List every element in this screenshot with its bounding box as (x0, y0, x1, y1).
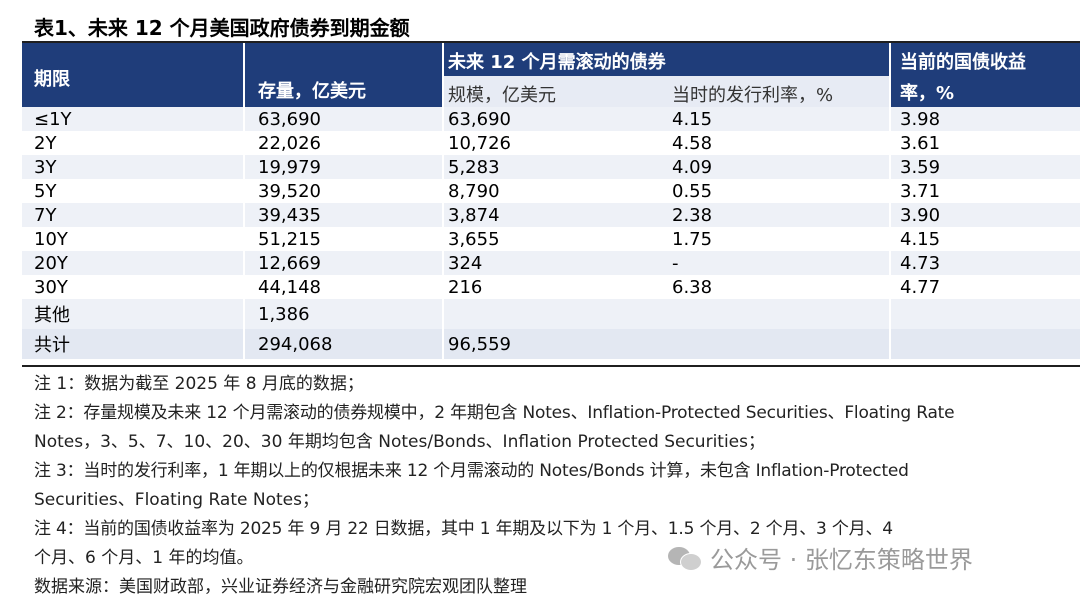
cell-stock: 22,026 (258, 132, 321, 154)
table-row: 10Y 51,215 3,655 1.75 4.15 (22, 227, 1080, 251)
cell-scale: 5,283 (448, 156, 500, 178)
watermark-text: 公众号 · 张忆东策略世界 (710, 546, 973, 574)
table-row: 20Y 12,669 324 - 4.73 (22, 251, 1080, 275)
cell-period: 5Y (34, 180, 57, 202)
cell-rate: 4.15 (672, 108, 713, 130)
table-bottom-rule (22, 365, 1080, 367)
cell-scale: 96,559 (448, 333, 511, 355)
cell-yield: 4.15 (900, 228, 941, 250)
cell-stock: 1,386 (258, 303, 310, 325)
cell-rate: 0.55 (672, 180, 713, 202)
cell-scale: 63,690 (448, 108, 511, 130)
note-1: 注 1：数据为截至 2025 年 8 月底的数据； (34, 374, 364, 394)
cell-period: 3Y (34, 156, 57, 178)
cell-period: 共计 (34, 335, 70, 356)
cell-stock: 294,068 (258, 333, 333, 355)
wechat-icon (668, 545, 702, 571)
header-scale: 规模，亿美元 (448, 85, 556, 106)
cell-rate: 1.75 (672, 228, 713, 250)
cell-rate: 6.38 (672, 276, 713, 298)
cell-rate: 2.38 (672, 204, 713, 226)
table-row-total: 共计 294,068 96,559 (22, 329, 1080, 359)
maturity-table: 期限 存量，亿美元 未来 12 个月需滚动的债券 规模，亿美元 当时的发行利率，… (22, 43, 1080, 359)
table-row: 其他 1,386 (22, 299, 1080, 329)
note-2-line2: Notes，3、5、7、10、20、30 年期均包含 Notes/Bonds、I… (34, 432, 765, 452)
table-row: 30Y 44,148 216 6.38 4.77 (22, 275, 1080, 299)
cell-rate: - (672, 252, 679, 274)
table-title: 表1、未来 12 个月美国政府债券到期金额 (34, 16, 410, 40)
sub-header-band (444, 76, 889, 107)
table-row: 5Y 39,520 8,790 0.55 3.71 (22, 179, 1080, 203)
note-3-line1: 注 3：当时的发行利率，1 年期以上的仅根据未来 12 个月需滚动的 Notes… (34, 461, 909, 481)
cell-scale: 3,655 (448, 228, 500, 250)
cell-period: 7Y (34, 204, 57, 226)
note-4-line2: 个月、6 个月、1 年的均值。 (34, 548, 254, 568)
cell-scale: 216 (448, 276, 483, 298)
table-row: 2Y 22,026 10,726 4.58 3.61 (22, 131, 1080, 155)
table-header: 期限 存量，亿美元 未来 12 个月需滚动的债券 规模，亿美元 当时的发行利率，… (22, 43, 1080, 107)
cell-period: ≤1Y (34, 108, 72, 130)
cell-period: 其他 (34, 305, 70, 326)
cell-yield: 3.71 (900, 180, 941, 202)
cell-yield: 3.98 (900, 108, 941, 130)
cell-scale: 3,874 (448, 204, 500, 226)
data-source: 数据来源：美国财政部，兴业证券经济与金融研究院宏观团队整理 (34, 577, 527, 597)
note-3-line2: Securities、Floating Rate Notes； (34, 490, 319, 510)
cell-stock: 63,690 (258, 108, 321, 130)
title-rule (22, 41, 1080, 43)
cell-period: 20Y (34, 252, 68, 274)
watermark: 公众号 · 张忆东策略世界 (668, 540, 973, 575)
table-body: ≤1Y 63,690 63,690 4.15 3.98 2Y 22,026 10… (22, 107, 1080, 359)
cell-rate: 4.09 (672, 156, 713, 178)
table-notes: 注 1：数据为截至 2025 年 8 月底的数据； 注 2：存量规模及未来 12… (34, 370, 1074, 602)
cell-scale: 10,726 (448, 132, 511, 154)
header-issue-rate: 当时的发行利率，% (672, 85, 834, 106)
cell-stock: 12,669 (258, 252, 321, 274)
cell-yield: 3.61 (900, 132, 941, 154)
cell-stock: 39,435 (258, 204, 321, 226)
cell-period: 2Y (34, 132, 57, 154)
cell-yield: 3.59 (900, 156, 941, 178)
cell-scale: 8,790 (448, 180, 500, 202)
header-stock: 存量，亿美元 (258, 81, 366, 102)
table-row: ≤1Y 63,690 63,690 4.15 3.98 (22, 107, 1080, 131)
header-yield-line1: 当前的国债收益 (900, 52, 1026, 73)
cell-rate: 4.58 (672, 132, 713, 154)
cell-stock: 19,979 (258, 156, 321, 178)
cell-period: 30Y (34, 276, 68, 298)
cell-yield: 4.73 (900, 252, 941, 274)
cell-period: 10Y (34, 228, 68, 250)
table-row: 7Y 39,435 3,874 2.38 3.90 (22, 203, 1080, 227)
cell-yield: 4.77 (900, 276, 941, 298)
header-yield-line2: 率，% (900, 83, 955, 104)
cell-stock: 51,215 (258, 228, 321, 250)
cell-scale: 324 (448, 252, 483, 274)
note-2-line1: 注 2：存量规模及未来 12 个月需滚动的债券规模中，2 年期包含 Notes、… (34, 403, 955, 423)
cell-yield: 3.90 (900, 204, 941, 226)
header-period: 期限 (34, 69, 70, 90)
cell-stock: 39,520 (258, 180, 321, 202)
cell-stock: 44,148 (258, 276, 321, 298)
note-4-line1: 注 4：当前的国债收益率为 2025 年 9 月 22 日数据，其中 1 年期及… (34, 519, 893, 539)
table-row: 3Y 19,979 5,283 4.09 3.59 (22, 155, 1080, 179)
header-rollover-group: 未来 12 个月需滚动的债券 (448, 52, 666, 73)
